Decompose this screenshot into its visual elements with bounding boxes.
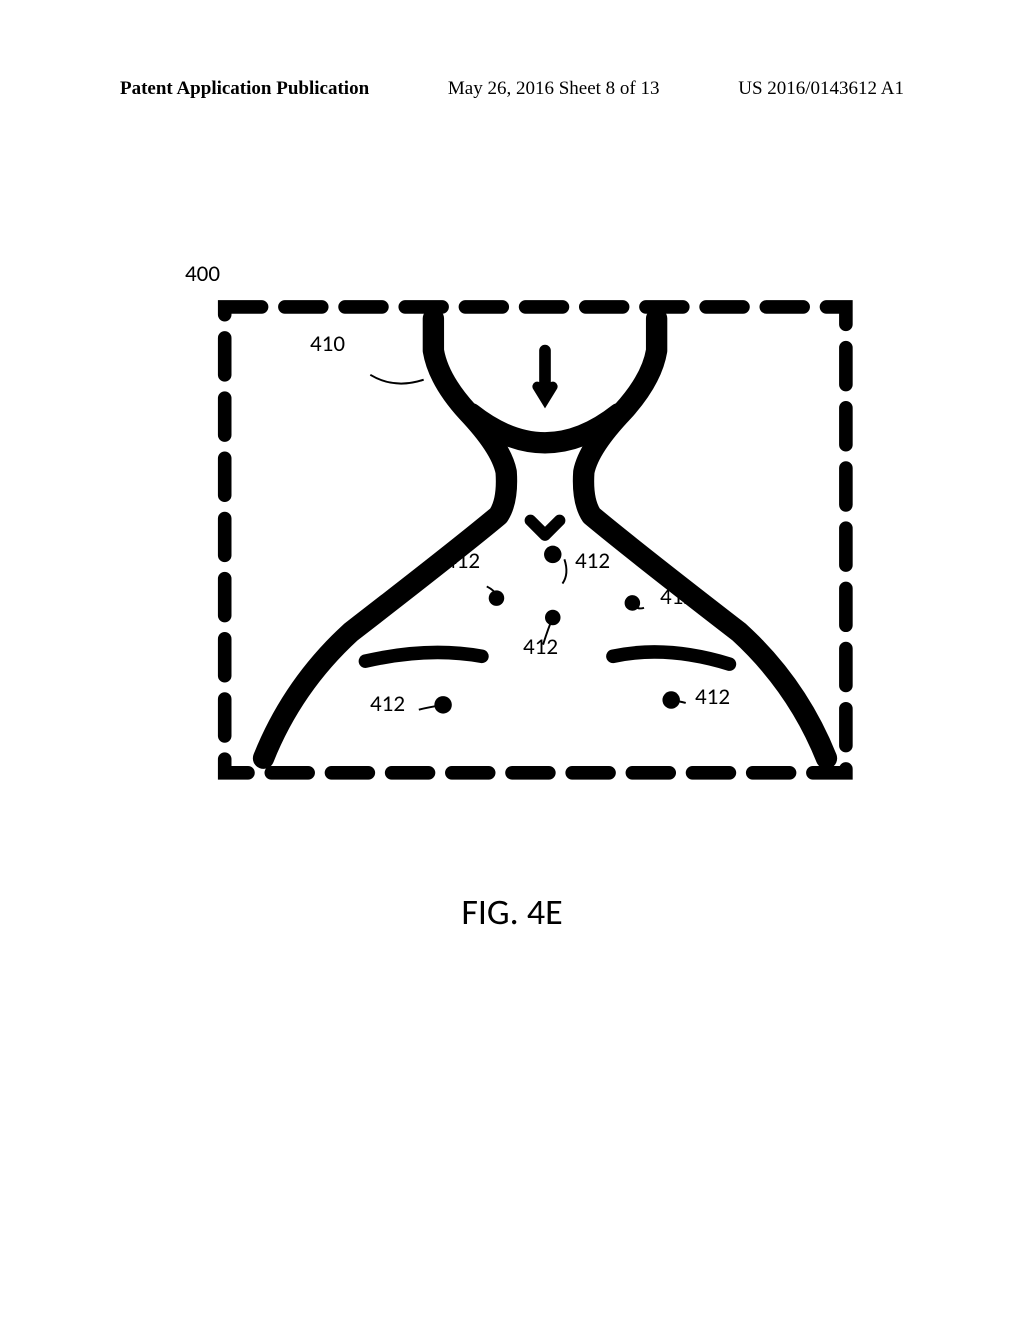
right-clavicle bbox=[613, 652, 729, 664]
page-header: Patent Application Publication May 26, 2… bbox=[0, 78, 1024, 100]
figure-4e-container: 400 410 412 412 412 412 412 412 bbox=[215, 275, 875, 795]
left-clavicle bbox=[365, 652, 481, 661]
sensor-dot bbox=[662, 691, 679, 708]
figure-caption: FIG. 4E bbox=[0, 890, 1024, 934]
header-date-sheet: May 26, 2016 Sheet 8 of 13 bbox=[448, 78, 660, 100]
header-publication-type: Patent Application Publication bbox=[120, 78, 369, 100]
ref-label-412-b: 412 bbox=[575, 547, 610, 575]
ref-label-400: 400 bbox=[185, 260, 220, 288]
sensor-dot bbox=[489, 590, 505, 606]
dashed-frame bbox=[225, 307, 846, 773]
ref-label-412-a: 412 bbox=[445, 547, 480, 575]
chin-curve bbox=[471, 414, 619, 443]
ref-label-412-c: 412 bbox=[660, 583, 695, 611]
header-publication-number: US 2016/0143612 A1 bbox=[738, 78, 904, 100]
sensor-dot bbox=[545, 610, 561, 626]
leader-412-b bbox=[562, 559, 566, 583]
notch-v-mark bbox=[530, 520, 559, 535]
ref-label-412-d: 412 bbox=[523, 633, 558, 661]
sensor-dot bbox=[434, 696, 451, 713]
ref-label-410: 410 bbox=[310, 330, 345, 358]
leader-410 bbox=[370, 375, 423, 384]
sensor-dot bbox=[544, 546, 561, 563]
ref-label-412-e: 412 bbox=[370, 690, 405, 718]
ref-label-412-f: 412 bbox=[695, 683, 730, 711]
